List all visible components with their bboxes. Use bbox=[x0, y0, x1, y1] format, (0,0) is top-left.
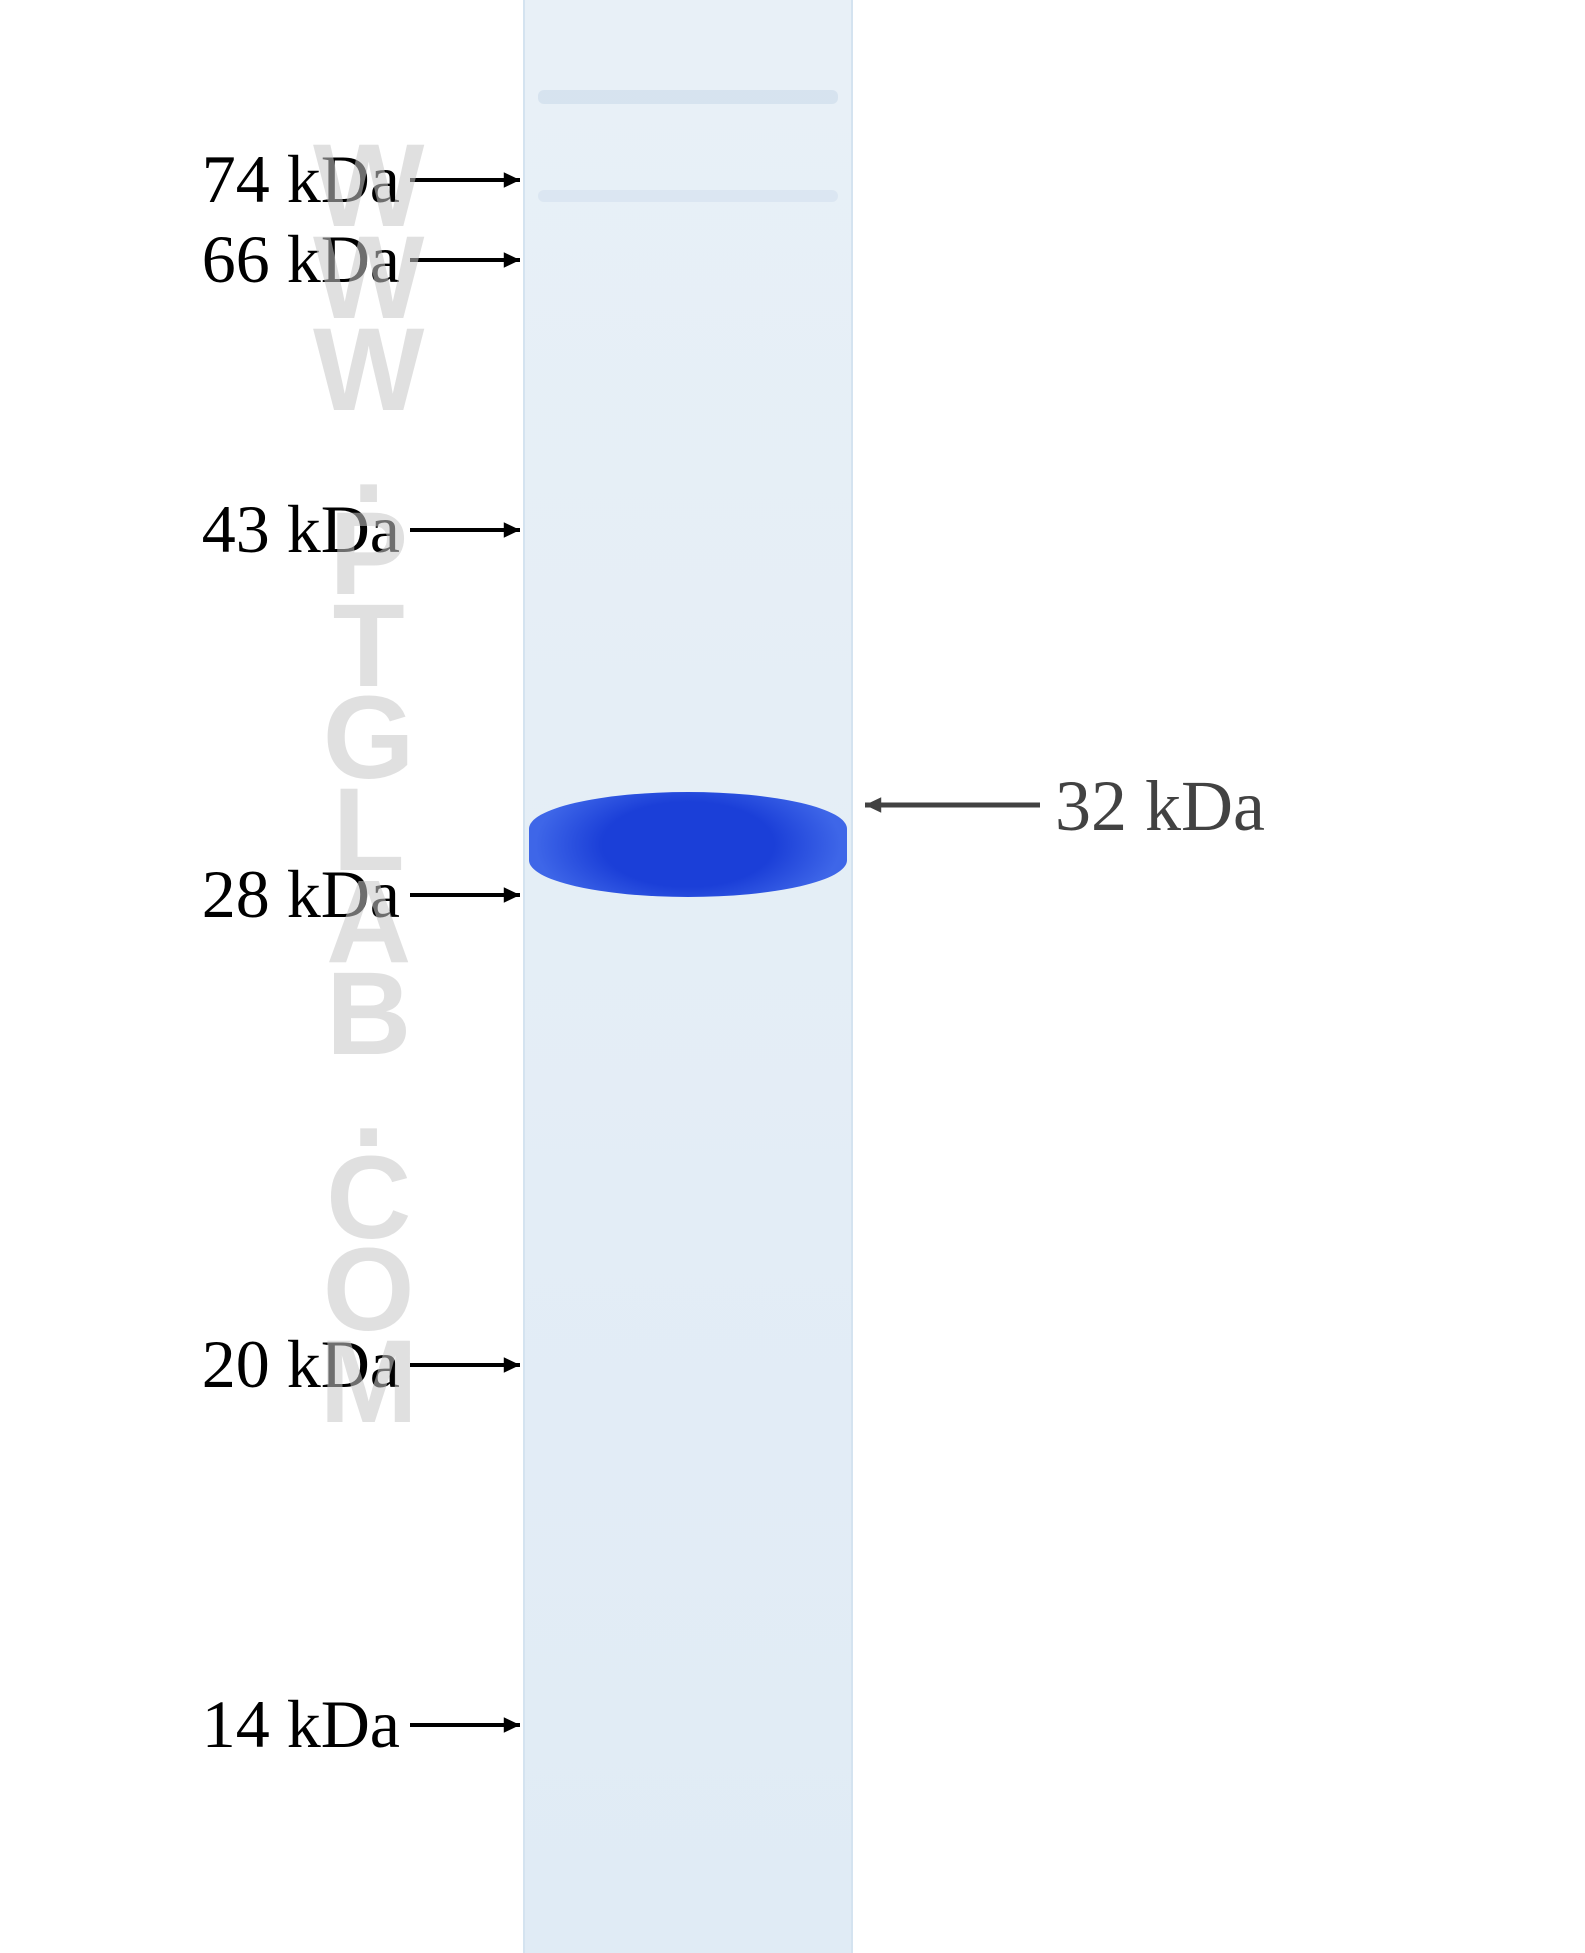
mw-marker-arrow bbox=[390, 160, 540, 200]
faint-band bbox=[538, 90, 838, 104]
mw-marker-arrow bbox=[390, 1705, 540, 1745]
mw-marker-arrow bbox=[390, 240, 540, 280]
protein-band-main bbox=[529, 792, 847, 897]
mw-marker-arrow bbox=[390, 1345, 540, 1385]
gel-lane bbox=[523, 0, 853, 1953]
mw-marker-arrow bbox=[390, 510, 540, 550]
faint-band bbox=[538, 190, 838, 202]
gel-image-canvas: 74 kDa66 kDa 43 kDa 28 kDa 20 kDa 14 kDa 32 k… bbox=[0, 0, 1585, 1953]
mw-marker-label: 66 kDa bbox=[202, 220, 400, 299]
mw-marker-arrow bbox=[390, 875, 540, 915]
mw-marker-label: 28 kDa bbox=[202, 855, 400, 934]
target-band-arrow bbox=[845, 785, 1060, 825]
mw-marker-label: 20 kDa bbox=[202, 1325, 400, 1404]
target-band-label: 32 kDa bbox=[1055, 765, 1265, 848]
watermark: WWW.PTGLAB.COM bbox=[313, 140, 424, 1428]
mw-marker-label: 74 kDa bbox=[202, 140, 400, 219]
mw-marker-label: 14 kDa bbox=[202, 1685, 400, 1764]
mw-marker-label: 43 kDa bbox=[202, 490, 400, 569]
